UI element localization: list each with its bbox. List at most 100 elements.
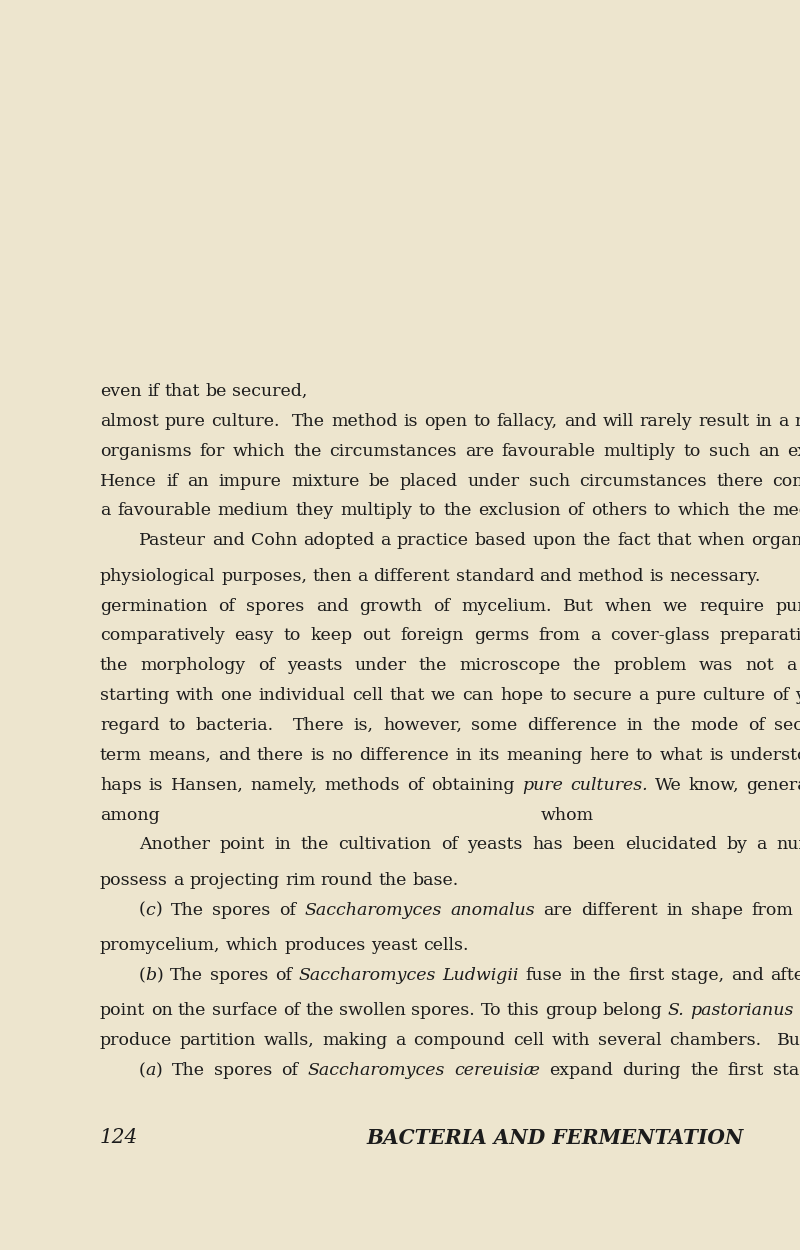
Text: foreign: foreign [401, 628, 464, 644]
Text: of: of [258, 658, 275, 674]
Text: the: the [573, 658, 601, 674]
Text: (: ( [139, 901, 146, 919]
Text: such: such [709, 442, 750, 460]
Text: however,: however, [383, 718, 462, 734]
Text: projecting: projecting [190, 871, 279, 889]
Text: pastorianus: pastorianus [690, 1003, 794, 1019]
Text: in: in [274, 836, 291, 854]
Text: fact: fact [617, 532, 650, 549]
Text: the: the [652, 718, 681, 734]
Text: are: are [465, 442, 494, 460]
Text: its: its [478, 746, 500, 764]
Text: to: to [169, 718, 186, 734]
Text: namely,: namely, [250, 776, 318, 794]
Text: out: out [362, 628, 391, 644]
Text: Saccharomyces: Saccharomyces [308, 1062, 445, 1079]
Text: practice: practice [397, 532, 469, 549]
Text: no: no [331, 746, 353, 764]
Text: hope: hope [500, 688, 543, 704]
Text: of: of [748, 718, 765, 734]
Text: extent: extent [787, 442, 800, 460]
Text: haps: haps [100, 776, 142, 794]
Text: easy: easy [234, 628, 274, 644]
Text: Pasteur: Pasteur [139, 532, 206, 549]
Text: spores: spores [212, 901, 270, 919]
Text: medium: medium [772, 503, 800, 519]
Text: then: then [313, 568, 352, 585]
Text: if: if [147, 382, 159, 400]
Text: walls,: walls, [264, 1032, 314, 1049]
Text: mode: mode [690, 718, 738, 734]
Text: Budding: Budding [777, 1032, 800, 1049]
Text: and: and [564, 412, 597, 430]
Text: if: if [166, 472, 178, 490]
Text: really: really [794, 412, 800, 430]
Text: require: require [699, 598, 764, 615]
Text: cereuisiæ: cereuisiæ [454, 1062, 540, 1079]
Text: know,: know, [689, 776, 739, 794]
Text: fallacy,: fallacy, [497, 412, 558, 430]
Text: produce: produce [100, 1032, 172, 1049]
Text: a: a [757, 836, 767, 854]
Text: this: this [507, 1003, 539, 1019]
Text: regard: regard [100, 718, 160, 734]
Text: there: there [257, 746, 304, 764]
Text: elucidated: elucidated [625, 836, 717, 854]
Text: Hence: Hence [100, 472, 157, 490]
Text: of: of [218, 598, 235, 615]
Text: starting: starting [100, 688, 170, 704]
Text: (: ( [139, 968, 146, 984]
Text: first: first [728, 1062, 764, 1079]
Text: to: to [284, 628, 301, 644]
Text: and: and [212, 532, 245, 549]
Text: expand: expand [550, 1062, 614, 1079]
Text: under: under [354, 658, 406, 674]
Text: spores.: spores. [411, 1003, 475, 1019]
Text: circumstances: circumstances [330, 442, 457, 460]
Text: will: will [602, 412, 634, 430]
Text: of: of [407, 776, 424, 794]
Text: in: in [666, 901, 682, 919]
Text: promycelium,: promycelium, [100, 938, 221, 954]
Text: of: of [567, 503, 584, 519]
Text: comes: comes [773, 472, 800, 490]
Text: circumstances: circumstances [579, 472, 706, 490]
Text: among: among [100, 806, 160, 824]
Text: produces: produces [284, 938, 366, 954]
Text: germs: germs [474, 628, 529, 644]
Text: impure: impure [218, 472, 282, 490]
Text: compound: compound [414, 1032, 506, 1049]
Text: which: which [678, 503, 730, 519]
Text: a: a [381, 532, 390, 549]
Text: the: the [419, 658, 447, 674]
Text: ): ) [156, 1062, 162, 1079]
Text: possess: possess [100, 871, 168, 889]
Text: difference: difference [359, 746, 449, 764]
Text: and: and [730, 968, 763, 984]
Text: chambers.: chambers. [670, 1032, 762, 1049]
Text: the: the [178, 1003, 206, 1019]
Text: The: The [170, 968, 203, 984]
Text: pure: pure [165, 412, 206, 430]
Text: here: here [589, 746, 629, 764]
Text: stage: stage [773, 1062, 800, 1079]
Text: from: from [539, 628, 581, 644]
Text: Saccharomyces: Saccharomyces [304, 901, 442, 919]
Text: a: a [358, 568, 368, 585]
Text: to: to [550, 688, 567, 704]
Text: difference: difference [527, 718, 617, 734]
Text: which: which [233, 442, 286, 460]
Text: such: such [529, 472, 570, 490]
Text: others: others [591, 503, 647, 519]
Text: meaning: meaning [506, 746, 582, 764]
Text: anomalus: anomalus [450, 901, 535, 919]
Text: to: to [635, 746, 653, 764]
Text: the: the [690, 1062, 718, 1079]
Text: BACTERIA AND FERMENTATION: BACTERIA AND FERMENTATION [367, 1128, 744, 1148]
Text: a: a [786, 658, 796, 674]
Text: secured,: secured, [232, 382, 308, 400]
Text: from: from [752, 901, 794, 919]
Text: (: ( [139, 1062, 146, 1079]
Text: bacteria.: bacteria. [196, 718, 274, 734]
Text: yeasts: yeasts [287, 658, 342, 674]
